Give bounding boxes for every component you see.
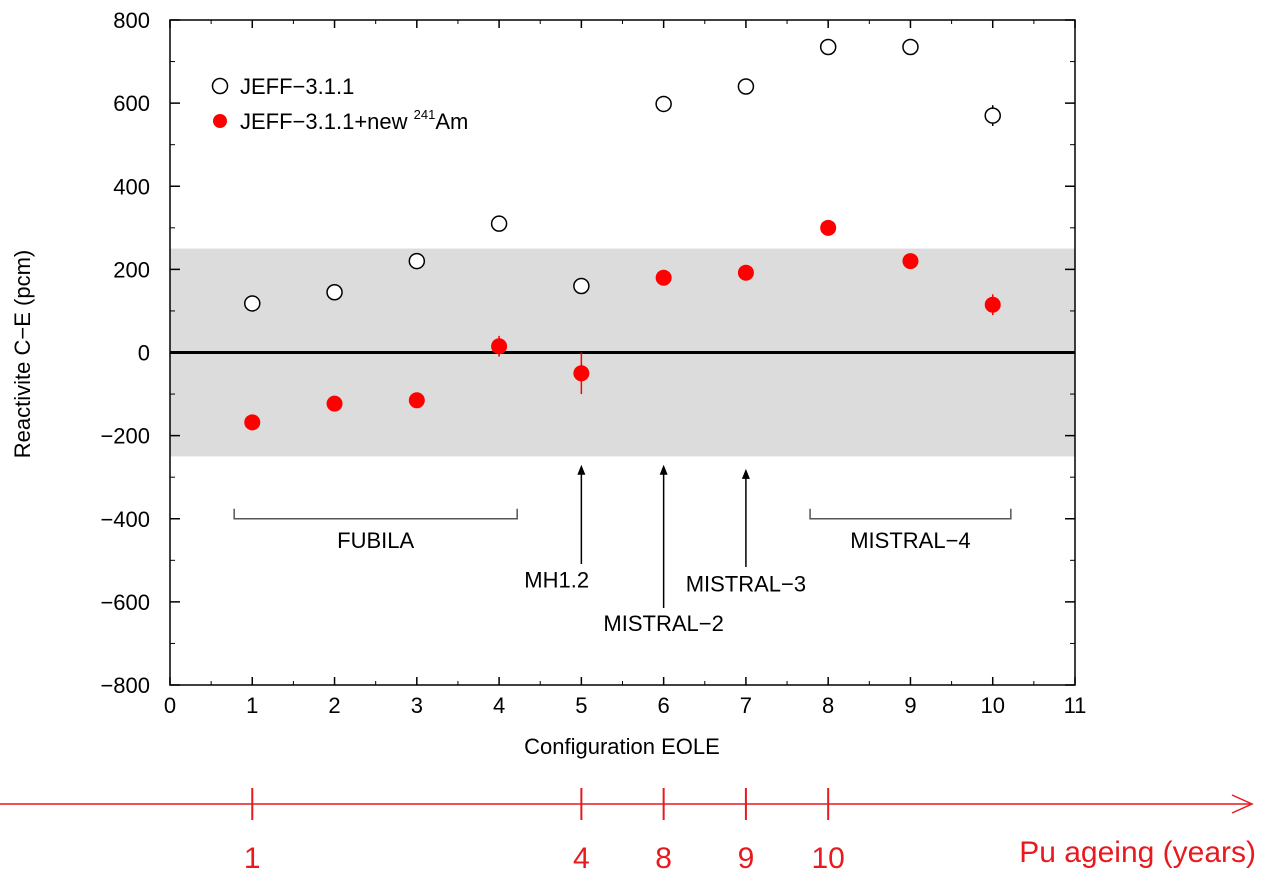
y-tick-label: 400 (113, 174, 150, 199)
mistral4-bracket (809, 508, 1012, 520)
point-jeff-new-am (737, 264, 754, 281)
point-jeff-new-am (902, 253, 919, 270)
x-tick-label: 2 (328, 693, 340, 718)
x-tick-label: 6 (658, 693, 670, 718)
ageing-tick-label: 1 (244, 842, 261, 875)
x-tick-label: 7 (740, 693, 752, 718)
point-jeff (984, 107, 1001, 124)
point-jeff-new-am (244, 414, 261, 431)
point-jeff (408, 252, 426, 270)
x-tick-label: 1 (246, 693, 258, 718)
fubila-label: FUBILA (337, 528, 414, 553)
x-tick-label: 8 (822, 693, 834, 718)
ageing-tick-label: 4 (573, 842, 590, 875)
x-tick-label: 4 (493, 693, 505, 718)
legend-marker-open (211, 77, 229, 95)
x-tick-label: 5 (575, 693, 587, 718)
point-jeff (902, 38, 919, 56)
point-jeff (819, 38, 837, 56)
x-axis-label: Configuration EOLE (524, 734, 720, 759)
y-tick-label: −400 (100, 507, 150, 532)
mh12-arrow-head (577, 464, 586, 475)
y-axis-label: Reactivite C−E (pcm) (10, 250, 35, 458)
point-jeff-new-am (491, 338, 508, 355)
point-jeff-new-am (408, 392, 425, 409)
mh12-label: MH1.2 (524, 567, 589, 592)
x-tick-label: 10 (980, 693, 1004, 718)
ageing-axis-arrowhead (1231, 794, 1254, 814)
ageing-tick-label: 8 (655, 842, 672, 875)
ageing-tick-label: 9 (738, 842, 755, 875)
mistral2-arrow-head (659, 464, 668, 475)
mistral4-label: MISTRAL−4 (850, 528, 970, 553)
point-jeff (326, 283, 343, 301)
legend-marker-filled (213, 114, 227, 128)
y-tick-label: 0 (138, 341, 150, 366)
axis-tick-labels: 0 1 2 3 4 5 6 7 8 9 10 11 800 600 400 200 0 −200 −400 −600 −… (100, 8, 1086, 718)
legend-label-jeff-new-am: JEFF−3.1.1+new 241Am (240, 107, 468, 134)
annotations: FUBILA MISTRAL−4 MH1.2 MISTRAL−2 MISTRAL−3 (233, 464, 1012, 636)
x-tick-label: 9 (904, 693, 916, 718)
legend-label-jeff: JEFF−3.1.1 (240, 74, 354, 99)
y-tick-label: −200 (100, 424, 150, 449)
point-jeff (573, 277, 590, 295)
ageing-tick-label: 10 (811, 842, 844, 875)
x-tick-label: 0 (164, 693, 176, 718)
y-tick-label: −800 (100, 673, 150, 698)
point-jeff (737, 78, 755, 95)
pu-ageing-axis: 1 4 8 9 10 (0, 788, 1254, 875)
pu-ageing-label: Pu ageing (years) (1019, 836, 1256, 869)
legend-label-sup: 241 (414, 107, 436, 122)
legend-label-main: JEFF−3.1.1+new (240, 109, 414, 134)
y-tick-label: 800 (113, 8, 150, 33)
axis-ticks (169, 19, 1076, 686)
fubila-bracket (233, 508, 518, 520)
point-jeff-new-am (573, 365, 590, 382)
data-points (244, 38, 1001, 431)
point-jeff-new-am (655, 269, 672, 286)
point-jeff (655, 95, 672, 113)
y-tick-label: −600 (100, 590, 150, 615)
point-jeff (244, 295, 261, 312)
legend-label-suffix: Am (435, 109, 468, 134)
legend: JEFF−3.1.1 JEFF−3.1.1+new 241Am (211, 74, 468, 134)
y-tick-label: 600 (113, 91, 150, 116)
y-tick-label: 200 (113, 257, 150, 282)
point-jeff-new-am (984, 296, 1001, 313)
mistral3-label: MISTRAL−3 (686, 571, 806, 596)
mistral3-arrow-head (741, 468, 750, 479)
point-jeff (490, 215, 508, 232)
x-tick-label: 3 (411, 693, 423, 718)
mistral2-label: MISTRAL−2 (603, 611, 723, 636)
x-tick-label: 11 (1064, 693, 1087, 718)
point-jeff-new-am (326, 395, 343, 412)
point-jeff-new-am (820, 219, 837, 236)
